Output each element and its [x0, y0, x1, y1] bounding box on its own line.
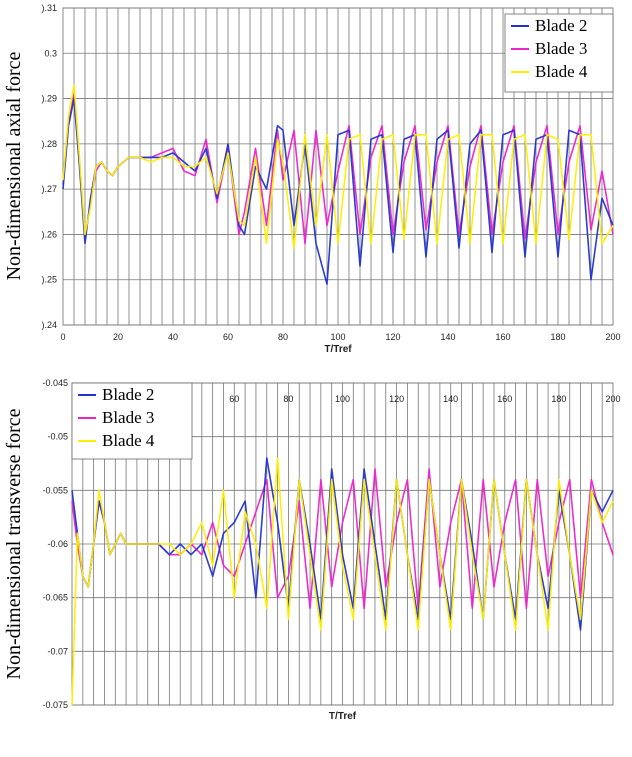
x-axis-label: T/Tref	[324, 344, 352, 355]
legend-label: Blade 4	[535, 62, 588, 81]
y-tick-label: ).27	[41, 184, 57, 194]
x-tick-label: 60	[229, 394, 239, 404]
y-tick-label: ).24	[41, 320, 57, 330]
transverse-force-chart: -0.075 -0.07 -0.065 -0.06 -0.055 -0.05 -0.045 6…	[3, 378, 621, 722]
x-tick-label: 100	[330, 332, 345, 342]
x-tick-label: 200	[605, 394, 620, 404]
y-tick-label: ).31	[41, 3, 57, 13]
legend-box	[71, 382, 193, 460]
y-tick-label: ).25	[41, 275, 57, 285]
x-tick-label: 0	[60, 332, 65, 342]
x-tick-label: 20	[113, 332, 123, 342]
x-tick-label: 80	[283, 394, 293, 404]
axial-force-chart: ).24 ).25 ).26 ).27 ).28 ).29 0.3 ).31 0 20 40 60 80…	[3, 3, 621, 355]
series-line-blade-4	[71, 457, 614, 706]
y-tick-label: -0.055	[42, 485, 68, 495]
legend-label: Blade 4	[102, 431, 155, 450]
x-tick-label: 200	[605, 332, 620, 342]
y-tick-label: ).26	[41, 229, 57, 239]
x-axis-label: T/Tref	[329, 711, 357, 722]
legend-label: Blade 2	[102, 385, 154, 404]
x-tick-label: 180	[551, 394, 566, 404]
y-tick-label: -0.065	[42, 593, 68, 603]
x-tick-label: 80	[278, 332, 288, 342]
y-axis-label: Non-dimensional axial force	[3, 51, 25, 280]
y-axis-label: Non-dimensional transverse force	[3, 408, 25, 679]
y-tick-label: ).29	[41, 94, 57, 104]
y-tick-label: -0.06	[47, 539, 68, 549]
x-tick-label: 160	[497, 394, 512, 404]
series-line-blade-4	[62, 84, 614, 249]
x-tick-label: 140	[440, 332, 455, 342]
legend-label: Blade 3	[535, 39, 587, 58]
y-tick-label: 0.3	[44, 48, 57, 58]
x-tick-label: 100	[335, 394, 350, 404]
x-tick-label: 120	[389, 394, 404, 404]
x-tick-label: 180	[550, 332, 565, 342]
x-tick-label: 140	[443, 394, 458, 404]
y-tick-label: ).28	[41, 139, 57, 149]
legend-label: Blade 3	[102, 408, 154, 427]
x-tick-label: 160	[495, 332, 510, 342]
y-tick-label: -0.05	[47, 432, 68, 442]
legend-label: Blade 2	[535, 16, 587, 35]
y-tick-label: -0.07	[47, 646, 68, 656]
x-tick-label: 120	[385, 332, 400, 342]
x-tick-label: 40	[168, 332, 178, 342]
x-tick-label: 60	[223, 332, 233, 342]
y-tick-label: -0.075	[42, 700, 68, 710]
y-tick-label: -0.045	[42, 378, 68, 388]
